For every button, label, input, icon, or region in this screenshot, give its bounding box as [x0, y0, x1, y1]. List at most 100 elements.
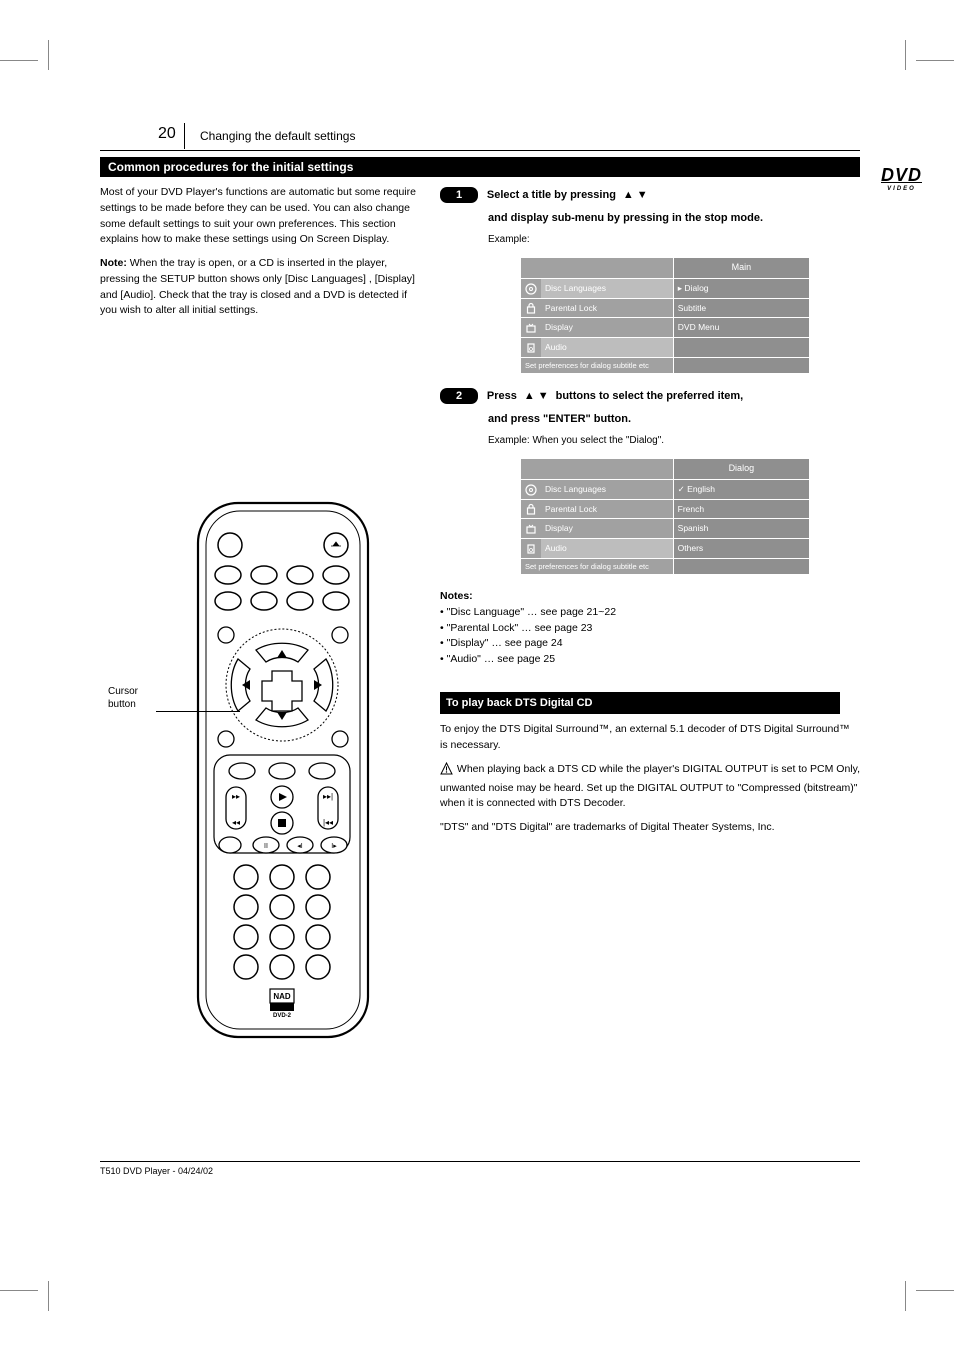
speaker-icon: [521, 338, 542, 358]
notes-n2: • "Parental Lock" … see page 23: [440, 621, 860, 637]
dvd-logo-bottom: VIDEO: [881, 186, 922, 192]
menu1-footer-left: Set preferences for dialog subtitle etc: [521, 357, 674, 373]
dts-warn-text: When playing back a DTS CD while the pla…: [440, 763, 860, 810]
menu-panel-2: Dialog Disc Languages ✓ English Parental…: [520, 458, 810, 575]
svg-text:II: II: [264, 843, 268, 850]
step-number-2: 2: [440, 388, 478, 404]
menu1-item-1: Parental Lock: [541, 298, 673, 318]
dvd-logo: DVD VIDEO: [881, 165, 922, 192]
menu2-right-2: Spanish: [673, 519, 809, 539]
svg-text:◂◂: ◂◂: [232, 818, 240, 827]
check-icon: ✓: [678, 484, 685, 494]
notes-n1: • "Disc Language" … see page 21~22: [440, 605, 860, 621]
cursor-label-line1: Cursor: [108, 685, 138, 698]
svg-text:|◂◂: |◂◂: [323, 818, 333, 827]
step-number-1: 1: [440, 187, 478, 203]
menu2-right-3: Others: [673, 539, 809, 559]
step2-example: Example: When you select the "Dialog".: [488, 433, 860, 448]
tv-icon: [521, 318, 542, 338]
menu1-title: Main: [673, 258, 809, 279]
menu-panel-1: Main Disc Languages ▸ Dialog Parental Lo…: [520, 257, 810, 374]
cursor-label-line2: button: [108, 698, 138, 711]
disc-icon: [521, 479, 542, 499]
intro-note: Note: When the tray is open, or a CD is …: [100, 256, 420, 319]
up-down-icon: ▲ ▼: [524, 390, 549, 402]
menu2-item-3: Audio: [541, 539, 673, 559]
menu1-footer-right: [673, 357, 809, 373]
page-number: 20: [158, 125, 176, 143]
menu1-right-0: ▸ Dialog: [673, 278, 809, 298]
step1-line1: Select a title by pressing: [487, 189, 616, 201]
dts-section-bar: To play back DTS Digital CD: [440, 692, 840, 715]
notes-n3: • "Display" … see page 24: [440, 636, 860, 652]
notes-block: Notes: • "Disc Language" … see page 21~2…: [440, 589, 860, 668]
menu1-right-1: Subtitle: [673, 298, 809, 318]
crop-mark: [0, 60, 38, 61]
svg-text:▸▸|: ▸▸|: [323, 792, 333, 801]
crop-mark: [0, 1290, 38, 1291]
menu2-r0: English: [687, 484, 715, 494]
menu2-title: Dialog: [673, 459, 809, 480]
up-down-icon: ▲ ▼: [623, 189, 648, 201]
speaker-icon: [521, 539, 542, 559]
dts-trademark: "DTS" and "DTS Digital" are trademarks o…: [440, 820, 860, 836]
step2-line1-a: Press: [487, 390, 517, 402]
menu2-item-1: Parental Lock: [541, 499, 673, 519]
step1-line2: and display sub-menu by pressing in the …: [488, 210, 860, 227]
menu1-right-2: DVD Menu: [673, 318, 809, 338]
disc-icon: [521, 278, 542, 298]
menu2-item-0: Disc Languages: [541, 479, 673, 499]
remote-illustration: ▸▸ ◂◂ ▸▸| |◂◂ II ◂I I▸: [170, 495, 395, 1045]
header-divider: [184, 123, 185, 149]
crop-mark: [916, 60, 954, 61]
menu1-item-2: Display: [541, 318, 673, 338]
dts-warning: When playing back a DTS CD while the pla…: [440, 762, 860, 812]
arrow-right-icon: ▸: [678, 283, 682, 293]
notes-label: Notes:: [440, 589, 860, 605]
menu1-item-0: Disc Languages: [541, 278, 673, 298]
warning-icon: [440, 762, 454, 781]
notes-n4: • "Audio" … see page 25: [440, 652, 860, 668]
menu2-title-left: [521, 459, 674, 480]
dts-p1: To enjoy the DTS Digital Surround™, an e…: [440, 722, 860, 754]
crop-mark: [48, 1281, 49, 1311]
cursor-button-label: Cursor button: [108, 685, 138, 711]
note-label: Note:: [100, 257, 127, 269]
cursor-pointer-line: [156, 711, 240, 712]
step2-line2: and press "ENTER" button.: [488, 411, 860, 428]
lock-icon: [521, 298, 542, 318]
dts-body: To enjoy the DTS Digital Surround™, an e…: [440, 722, 860, 836]
note-text: When the tray is open, or a CD is insert…: [100, 257, 415, 316]
menu1-r0: Dialog: [684, 283, 708, 293]
menu1-item-3: Audio: [541, 338, 673, 358]
step-1: 1 Select a title by pressing ▲ ▼ and dis…: [440, 187, 860, 247]
step2-line1-b: buttons to select the preferred item,: [556, 390, 744, 402]
crop-mark: [48, 40, 49, 70]
step-2: 2 Press ▲ ▼ buttons to select the prefer…: [440, 388, 860, 448]
step1-example: Example:: [488, 232, 860, 247]
step1-line2-text: and display sub-menu by pressing in the …: [488, 212, 763, 224]
menu2-right-0: ✓ English: [673, 479, 809, 499]
crop-mark: [916, 1290, 954, 1291]
crop-mark: [905, 1281, 906, 1311]
intro-paragraph: Most of your DVD Player's functions are …: [100, 185, 420, 248]
menu2-footer-left: Set preferences for dialog subtitle etc: [521, 558, 674, 574]
svg-text:DVD-2: DVD-2: [273, 1013, 292, 1019]
page-title: Changing the default settings: [200, 129, 355, 143]
lock-icon: [521, 499, 542, 519]
menu2-item-2: Display: [541, 519, 673, 539]
section-bar: Common procedures for the initial settin…: [100, 157, 860, 177]
crop-mark: [905, 40, 906, 70]
menu2-right-1: French: [673, 499, 809, 519]
menu2-footer-right: [673, 558, 809, 574]
svg-text:NAD: NAD: [273, 992, 291, 1001]
svg-text:◂I: ◂I: [297, 843, 303, 850]
page-header: 20 Changing the default settings: [100, 125, 860, 151]
menu1-right-3: [673, 338, 809, 358]
svg-text:I▸: I▸: [331, 843, 337, 850]
svg-text:▸▸: ▸▸: [232, 792, 240, 801]
menu1-title-left: [521, 258, 674, 279]
dvd-logo-top: DVD: [881, 165, 922, 186]
page-footer: T510 DVD Player - 04/24/02: [100, 1161, 860, 1176]
tv-icon: [521, 519, 542, 539]
